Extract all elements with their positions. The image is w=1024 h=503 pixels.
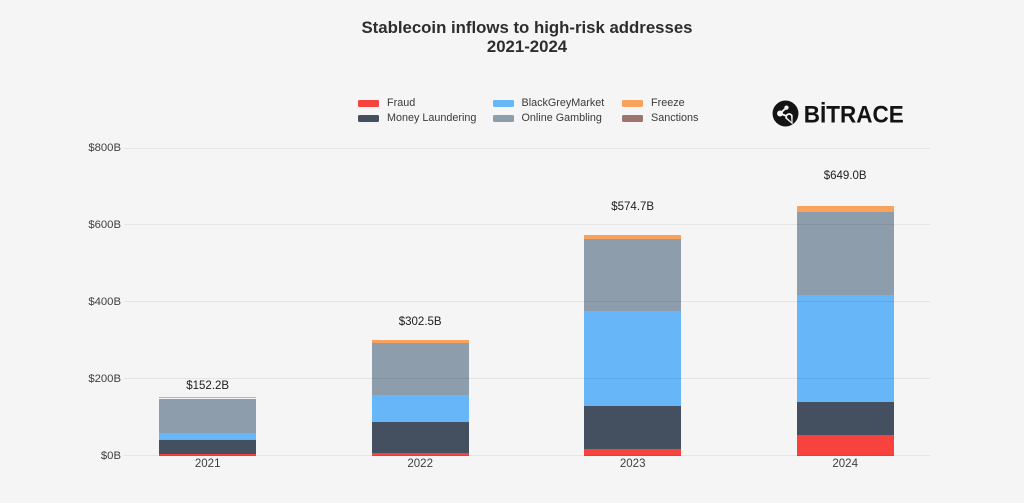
svg-text:BİTRACE: BİTRACE <box>804 102 904 128</box>
